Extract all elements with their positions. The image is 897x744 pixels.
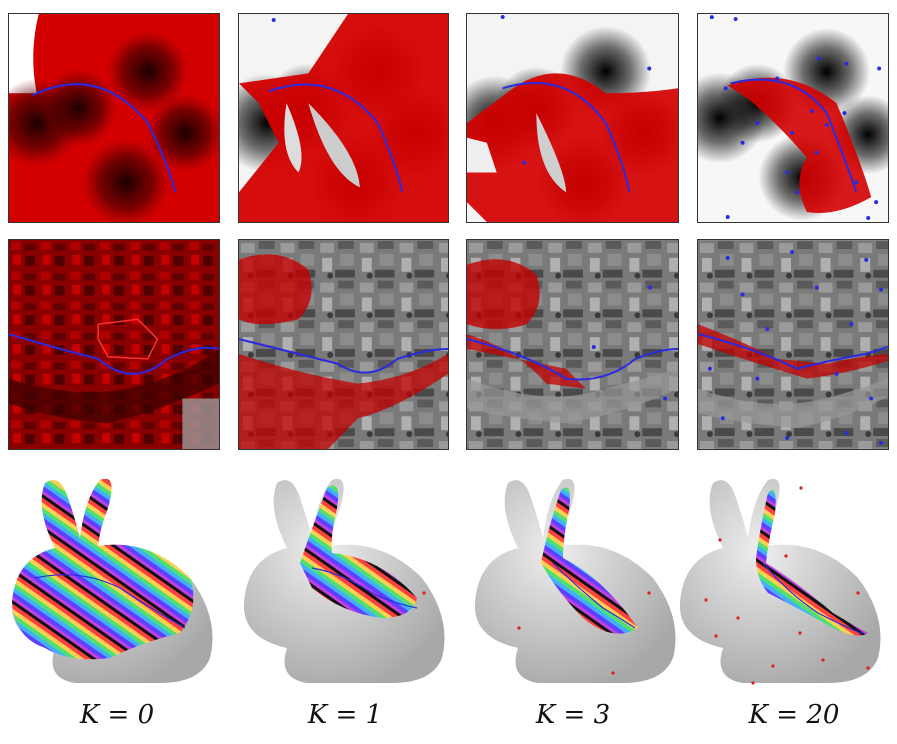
column-label-k20: K = 20 <box>748 700 840 730</box>
geodesic-curve <box>502 82 631 193</box>
panel-aerial-k3 <box>466 239 679 450</box>
geodesic-curve <box>467 338 678 381</box>
panel-aerial-k0 <box>8 239 220 450</box>
panel-aerial-k1 <box>238 239 449 450</box>
constraint-point <box>611 671 615 675</box>
constraint-points <box>707 249 884 445</box>
constraint-points <box>704 486 870 685</box>
constraint-point <box>647 591 651 595</box>
synthetic-map-k3 <box>467 14 678 222</box>
constraint-point <box>591 344 596 349</box>
column-label-k1: K = 1 <box>307 700 383 730</box>
geodesic-curve <box>311 567 418 609</box>
constraint-point <box>522 160 527 165</box>
constraint-point <box>517 626 521 630</box>
bunny-k0 <box>11 478 213 683</box>
bunny-k1 <box>243 478 445 683</box>
geodesic-curve <box>34 574 186 629</box>
geodesic-curve <box>32 83 177 193</box>
bunny-k3 <box>474 478 676 683</box>
constraint-point <box>271 17 276 22</box>
aerial-image-k20 <box>698 240 888 449</box>
panel-aerial-k20 <box>697 239 889 450</box>
aerial-image-k3 <box>467 240 678 449</box>
column-label-k0: K = 0 <box>79 700 155 730</box>
geodesic-curve <box>239 338 448 374</box>
geodesic-curve <box>762 562 864 635</box>
panel-synthetic-k1 <box>238 13 449 223</box>
panel-synthetic-k3 <box>466 13 679 223</box>
constraint-point <box>647 66 652 71</box>
constraint-point <box>648 285 653 290</box>
constraint-point <box>500 14 505 19</box>
geodesic-curve <box>9 333 219 375</box>
synthetic-map-k1 <box>239 14 448 222</box>
constraint-point <box>422 591 426 595</box>
constraint-points <box>709 15 882 220</box>
panel-synthetic-k0 <box>8 13 220 223</box>
geodesic-curve <box>730 78 858 193</box>
geodesic-curve <box>552 562 636 629</box>
geodesic-curve <box>268 83 404 193</box>
synthetic-map-k20 <box>698 14 888 222</box>
bunny-k20 <box>679 478 881 685</box>
synthetic-map-k0 <box>9 14 219 222</box>
geodesic-curve <box>698 333 888 370</box>
column-label-k3: K = 3 <box>535 700 611 730</box>
aerial-image-k0 <box>9 240 219 449</box>
aerial-image-k1 <box>239 240 448 449</box>
panel-synthetic-k20 <box>697 13 889 223</box>
constraint-point <box>663 396 668 401</box>
